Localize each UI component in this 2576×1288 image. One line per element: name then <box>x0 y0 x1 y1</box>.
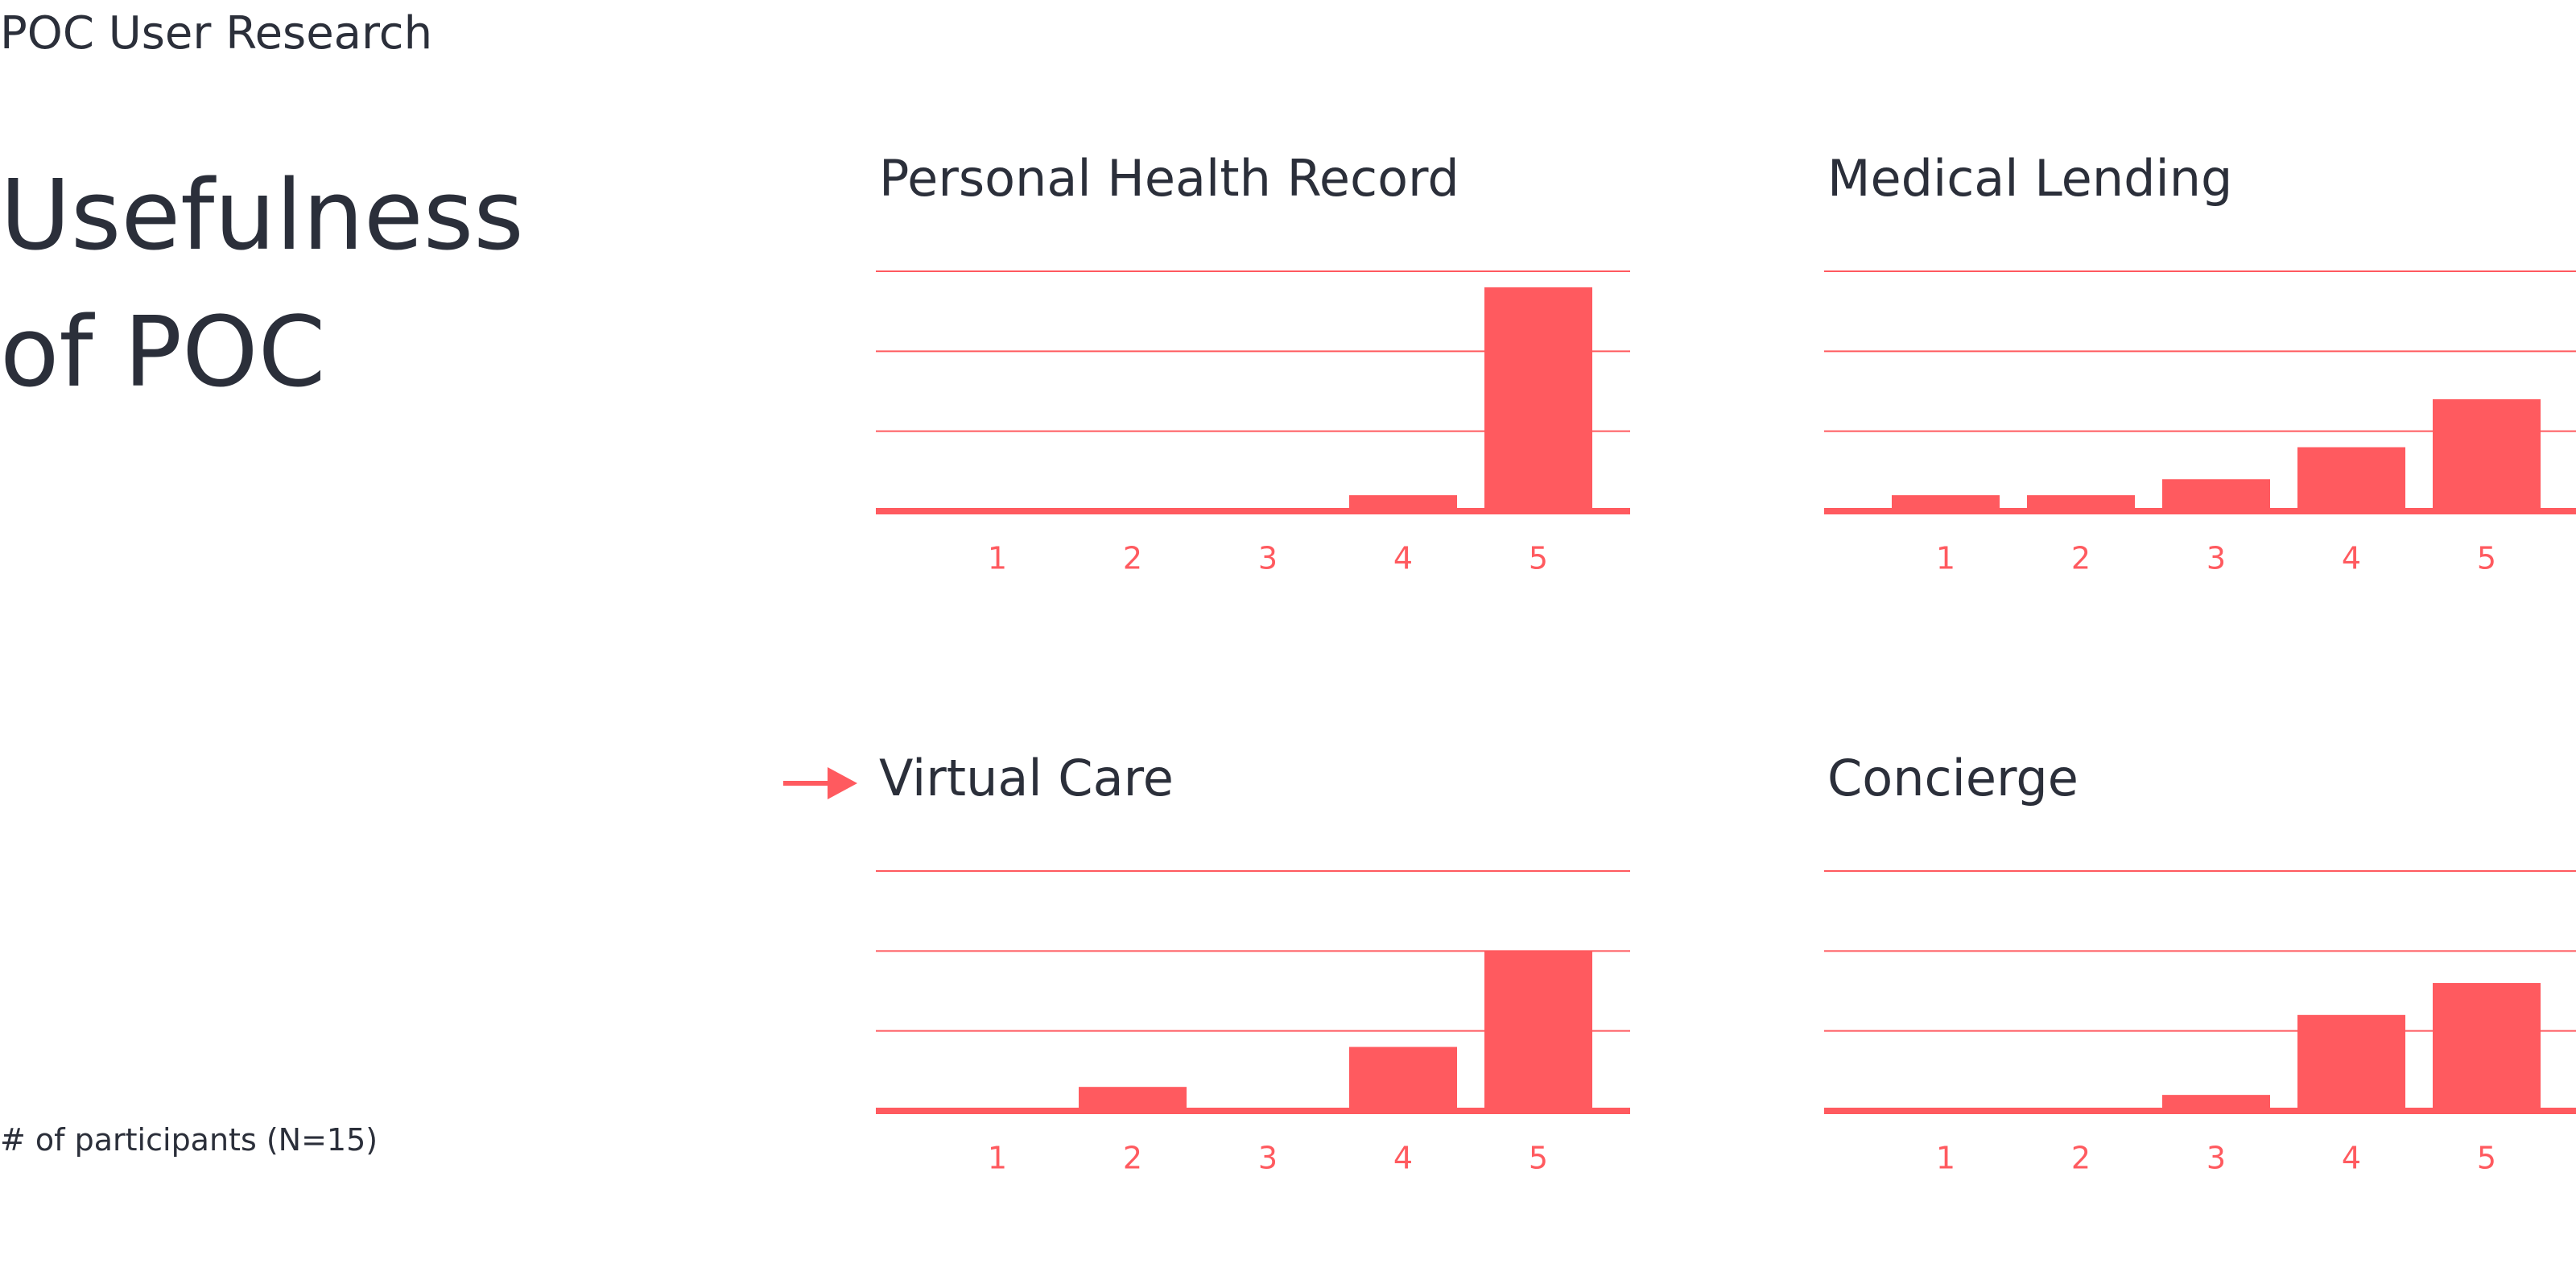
bar <box>2433 983 2541 1111</box>
x-tick-label: 2 <box>1123 1141 1142 1176</box>
headline: Usefulness of POC <box>0 160 524 409</box>
x-tick-label: 1 <box>1936 541 1955 576</box>
bar <box>1892 495 2000 511</box>
arrow <box>783 767 857 799</box>
x-tick-label: 3 <box>2207 541 2226 576</box>
x-tick-label: 2 <box>2071 1141 2091 1176</box>
bar <box>2162 1095 2270 1111</box>
bar <box>1349 495 1457 511</box>
x-tick-label: 2 <box>2071 541 2091 576</box>
chart-title: Medical Lending <box>1827 149 2232 208</box>
x-tick-label: 4 <box>1393 541 1413 576</box>
bar <box>2297 1014 2405 1111</box>
x-tick-label: 5 <box>1529 1141 1548 1176</box>
x-tick-label: 1 <box>1936 1141 1955 1176</box>
bar <box>1079 1087 1187 1111</box>
x-tick-label: 3 <box>1258 541 1278 576</box>
x-tick-label: 4 <box>2342 1141 2361 1176</box>
x-tick-label: 5 <box>2477 1141 2496 1176</box>
x-tick-label: 1 <box>988 541 1007 576</box>
footnote: # of participants (N=15) <box>0 1122 378 1158</box>
bar <box>2433 398 2541 511</box>
chart-title: Virtual Care <box>879 749 1174 807</box>
x-tick-label: 1 <box>988 1141 1007 1176</box>
bar <box>2027 495 2135 511</box>
page-header: POC User Research <box>0 7 433 60</box>
x-tick-label: 4 <box>1393 1141 1413 1176</box>
chart-title: Personal Health Record <box>879 149 1459 208</box>
bar <box>1484 287 1592 511</box>
x-tick-label: 5 <box>1529 541 1548 576</box>
bar <box>2162 479 2270 511</box>
x-tick-label: 5 <box>2477 541 2496 576</box>
x-tick-label: 4 <box>2342 541 2361 576</box>
x-tick-label: 2 <box>1123 541 1142 576</box>
x-tick-label: 3 <box>2207 1141 2226 1176</box>
chart-title: Concierge <box>1827 749 2079 807</box>
x-tick-label: 3 <box>1258 1141 1278 1176</box>
bar <box>2297 447 2405 511</box>
bar <box>1349 1046 1457 1111</box>
